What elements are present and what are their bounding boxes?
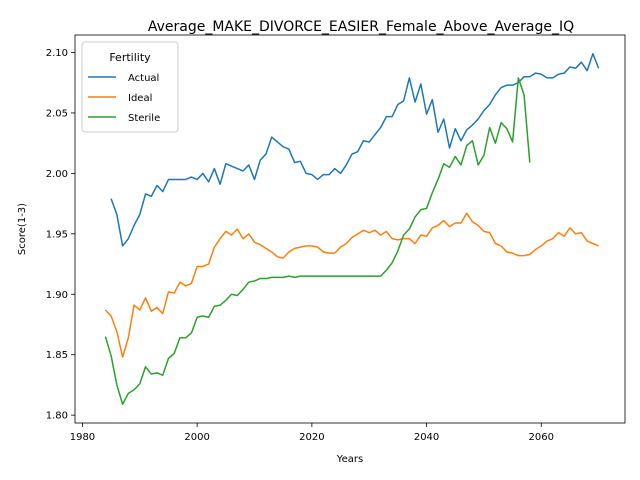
y-axis-ticks: 1.80 1.85 1.90 1.95 2.00 2.05 2.10: [46, 48, 75, 422]
series-lines: [105, 54, 598, 405]
series-line-actual: [111, 54, 598, 246]
x-tick-label: 2020: [299, 432, 324, 443]
legend: Fertility Actual Ideal Sterile: [82, 42, 178, 132]
x-tick-label: 2040: [414, 432, 439, 443]
y-tick-label: 1.80: [46, 411, 68, 422]
y-tick-label: 2.10: [46, 48, 68, 59]
x-tick-label: 1980: [70, 432, 95, 443]
x-axis-label: Years: [336, 454, 363, 465]
y-axis-label: Score(1-3): [17, 203, 28, 255]
legend-entry-sterile: Sterile: [128, 113, 160, 124]
y-tick-label: 2.00: [46, 169, 68, 180]
legend-title: Fertility: [109, 51, 151, 64]
legend-entry-ideal: Ideal: [128, 93, 152, 104]
series-line-ideal: [105, 213, 598, 357]
y-tick-label: 2.05: [46, 108, 68, 119]
y-tick-label: 1.95: [46, 229, 68, 240]
chart-title: Average_MAKE_DIVORCE_EASIER_Female_Above…: [148, 19, 574, 35]
legend-entry-actual: Actual: [128, 73, 159, 84]
x-tick-label: 2000: [184, 432, 209, 443]
y-tick-label: 1.90: [46, 290, 68, 301]
x-tick-label: 2060: [529, 432, 554, 443]
y-tick-label: 1.85: [46, 350, 68, 361]
x-axis-ticks: 1980 2000 2020 2040 2060: [70, 423, 554, 443]
